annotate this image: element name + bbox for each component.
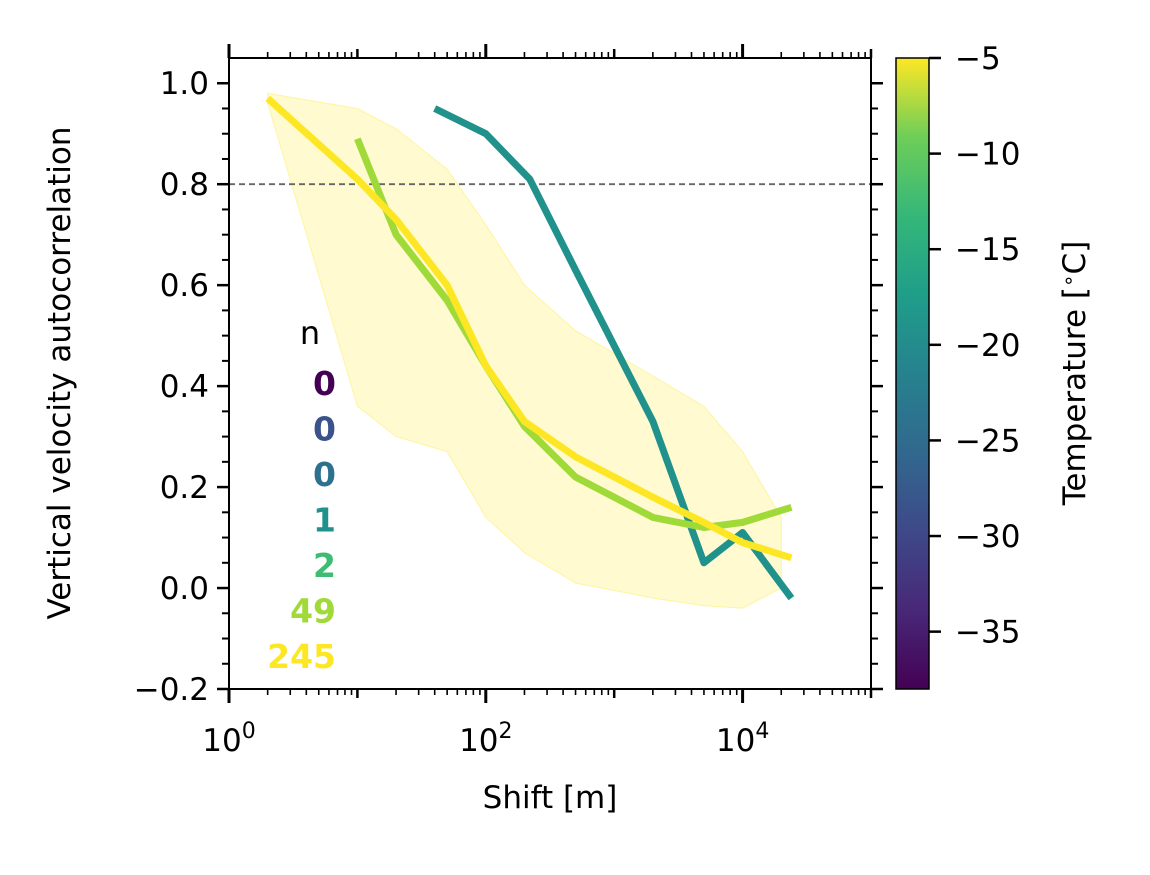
x-tick-base: 10 [716,723,755,759]
x-tick-exponent: 0 [242,719,256,744]
colorbar-ticks: −5 −10 −15 −20 −25 −30 −35 [929,41,1020,651]
x-axis-label: Shift [m] [483,780,618,816]
colorbar [895,57,930,690]
count-table-header: n [300,314,320,352]
count-table: n 0 0 0 1 2 49 245 [267,314,336,676]
colorbar-tick-label: −10 [955,137,1020,173]
colorbar-tick-label: −25 [955,423,1020,459]
x-tick-base: 10 [459,723,498,759]
axis-ticks [217,44,883,703]
count-value: 0 [313,410,336,449]
colorbar-tick-label: −5 [955,41,1001,77]
colorbar-tick-label: −35 [955,615,1020,651]
x-tick-exponent: 2 [499,719,513,744]
y-tick-label: 0.0 [160,571,209,607]
count-value: 0 [313,455,336,494]
y-tick-label: 0.8 [160,167,209,203]
y-tick-label: 0.6 [160,268,209,304]
y-axis-label: Vertical velocity autocorrelation [42,126,78,619]
colorbar-tick-label: −20 [955,328,1020,364]
y-tick-label: 0.4 [160,369,209,405]
x-tick-base: 10 [202,723,241,759]
y-tick-label: 1.0 [160,66,209,102]
count-value: 49 [290,592,336,631]
colorbar-label-text: Temperature [ [1057,287,1093,506]
plot-frame [228,57,872,690]
x-tick-label: 104 [716,719,769,759]
colorbar-label-end: C] [1057,241,1093,275]
count-value: 245 [267,637,336,676]
colorbar-label-degree: ∘ [1056,274,1080,287]
colorbar-label: Temperature [∘C] [1056,241,1093,507]
count-value: 1 [313,501,336,540]
series-line-2 [265,95,793,562]
y-tick-label: −0.2 [134,672,209,708]
series-line-1 [354,137,793,531]
colorbar-tick-label: −30 [955,519,1020,555]
count-value: 0 [313,364,336,403]
series-lines [265,95,795,601]
x-tick-label: 100 [202,719,255,759]
count-value: 2 [313,546,336,585]
x-tick-exponent: 4 [755,719,769,744]
y-tick-labels: −0.2 0.0 0.2 0.4 0.6 0.8 1.0 [134,66,209,708]
x-tick-labels: 100 102 104 [202,719,769,759]
x-tick-label: 102 [459,719,512,759]
y-tick-label: 0.2 [160,470,209,506]
colorbar-tick-label: −15 [955,232,1020,268]
